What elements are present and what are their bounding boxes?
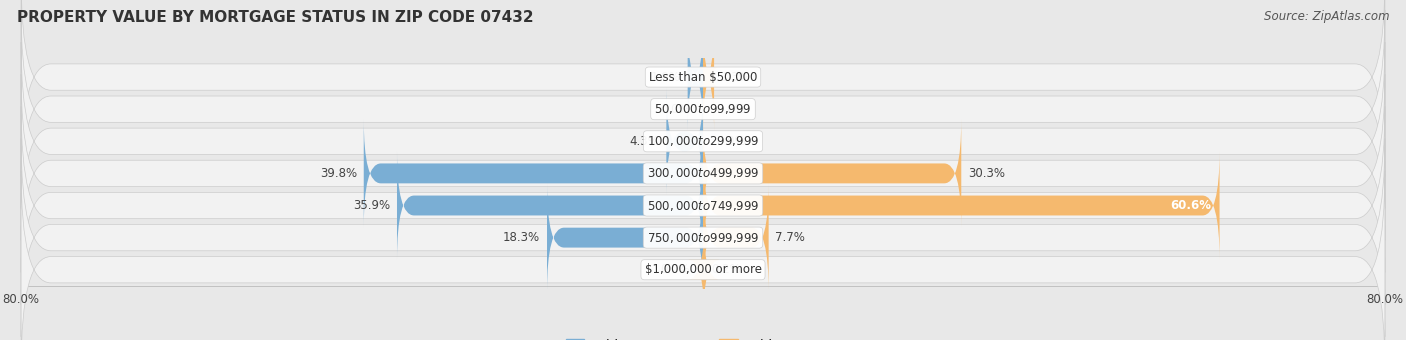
FancyBboxPatch shape	[21, 0, 1385, 176]
Text: $750,000 to $999,999: $750,000 to $999,999	[647, 231, 759, 244]
Text: 0.0%: 0.0%	[716, 135, 745, 148]
FancyBboxPatch shape	[21, 10, 1385, 208]
FancyBboxPatch shape	[666, 87, 703, 196]
Text: Less than $50,000: Less than $50,000	[648, 71, 758, 84]
FancyBboxPatch shape	[697, 23, 720, 131]
Text: $50,000 to $99,999: $50,000 to $99,999	[654, 102, 752, 116]
Text: $100,000 to $299,999: $100,000 to $299,999	[647, 134, 759, 148]
Text: $500,000 to $749,999: $500,000 to $749,999	[647, 199, 759, 212]
FancyBboxPatch shape	[686, 23, 704, 131]
Text: 4.3%: 4.3%	[630, 135, 659, 148]
FancyBboxPatch shape	[21, 138, 1385, 337]
FancyBboxPatch shape	[364, 119, 703, 228]
Text: 1.8%: 1.8%	[651, 71, 681, 84]
FancyBboxPatch shape	[21, 42, 1385, 240]
FancyBboxPatch shape	[21, 171, 1385, 340]
Text: 7.7%: 7.7%	[776, 231, 806, 244]
Text: 39.8%: 39.8%	[319, 167, 357, 180]
Text: PROPERTY VALUE BY MORTGAGE STATUS IN ZIP CODE 07432: PROPERTY VALUE BY MORTGAGE STATUS IN ZIP…	[17, 10, 533, 25]
Legend: Without Mortgage, With Mortgage: Without Mortgage, With Mortgage	[561, 334, 845, 340]
FancyBboxPatch shape	[703, 151, 1219, 260]
Text: 1.3%: 1.3%	[721, 71, 751, 84]
Text: 30.3%: 30.3%	[969, 167, 1005, 180]
Text: 35.9%: 35.9%	[353, 199, 391, 212]
Text: Source: ZipAtlas.com: Source: ZipAtlas.com	[1264, 10, 1389, 23]
FancyBboxPatch shape	[21, 106, 1385, 305]
FancyBboxPatch shape	[21, 74, 1385, 273]
Text: 0.0%: 0.0%	[661, 263, 690, 276]
Text: $1,000,000 or more: $1,000,000 or more	[644, 263, 762, 276]
FancyBboxPatch shape	[688, 216, 720, 324]
FancyBboxPatch shape	[547, 183, 703, 292]
FancyBboxPatch shape	[703, 119, 962, 228]
FancyBboxPatch shape	[396, 151, 703, 260]
FancyBboxPatch shape	[703, 183, 769, 292]
Text: 0.0%: 0.0%	[716, 103, 745, 116]
Text: 60.6%: 60.6%	[1170, 199, 1211, 212]
Text: 0.2%: 0.2%	[711, 263, 741, 276]
Text: 18.3%: 18.3%	[503, 231, 540, 244]
Text: 0.0%: 0.0%	[661, 103, 690, 116]
Text: $300,000 to $499,999: $300,000 to $499,999	[647, 166, 759, 181]
